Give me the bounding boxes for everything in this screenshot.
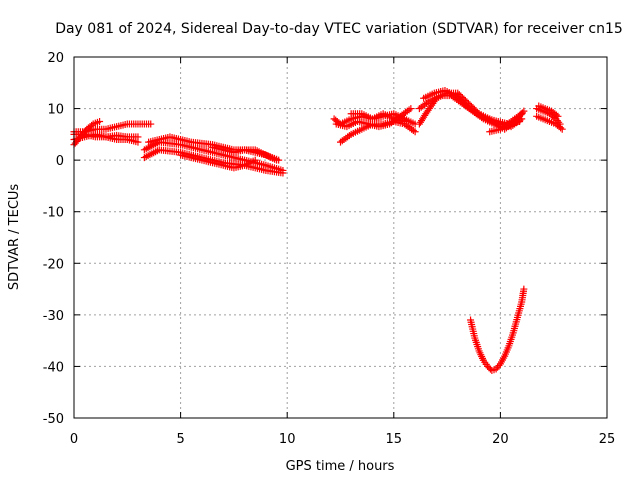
data-point xyxy=(279,169,287,177)
y-tick-label: -40 xyxy=(43,360,64,375)
chart-title: Day 081 of 2024, Sidereal Day-to-day VTE… xyxy=(55,21,623,37)
data-point xyxy=(459,99,467,107)
data-point xyxy=(557,124,565,132)
data-point xyxy=(88,121,96,129)
data-point xyxy=(96,117,104,125)
data-point xyxy=(552,111,560,119)
data-point xyxy=(134,133,142,141)
y-axis-label: SDTVAR / TECUs xyxy=(7,184,22,291)
x-tick-label: 0 xyxy=(70,432,78,447)
data-point xyxy=(456,96,464,104)
series-arc-c4 xyxy=(347,110,419,128)
data-point xyxy=(558,125,566,133)
data-point xyxy=(407,105,415,113)
series-arc-b2 xyxy=(140,146,287,177)
series-arc-b4 xyxy=(177,151,259,172)
data-point xyxy=(275,156,283,164)
series-arc-f1 xyxy=(467,285,528,375)
series-arc-e3 xyxy=(535,102,562,120)
x-tick-label: 20 xyxy=(492,432,509,447)
x-tick-label: 25 xyxy=(599,432,616,447)
ticks-layer xyxy=(73,56,608,419)
data-point xyxy=(251,156,259,164)
y-tick-labels: 20 10 0 -10 -20 -30 -40 -50 xyxy=(43,51,64,427)
data-point xyxy=(495,362,503,370)
x-tick-label: 10 xyxy=(279,432,296,447)
series-arc-a4 xyxy=(70,130,142,141)
x-tick-label: 15 xyxy=(386,432,403,447)
data-point xyxy=(554,112,562,120)
data-point xyxy=(452,92,460,100)
data-point xyxy=(147,120,155,128)
data-point xyxy=(455,95,463,103)
data-point xyxy=(458,98,466,106)
series-arc-b5 xyxy=(209,143,283,164)
y-tick-label: 0 xyxy=(56,154,64,169)
series-arc-d4 xyxy=(486,110,526,136)
y-tick-label: 10 xyxy=(47,103,64,118)
series-arc-e2 xyxy=(533,112,566,133)
data-point xyxy=(411,128,419,136)
x-tick-label: 5 xyxy=(176,432,184,447)
y-tick-label: -50 xyxy=(43,412,64,427)
y-tick-label: 20 xyxy=(47,51,64,66)
plot-frame xyxy=(73,56,608,419)
y-tick-label: -10 xyxy=(43,206,64,221)
y-tick-label: -30 xyxy=(43,309,64,324)
data-point xyxy=(520,285,528,293)
x-axis-label: GPS time / hours xyxy=(286,459,395,474)
y-tick-label: -20 xyxy=(43,257,64,272)
x-tick-labels: 0 5 10 15 20 25 xyxy=(70,432,615,447)
points-layer xyxy=(70,87,566,375)
data-point xyxy=(453,93,461,101)
data-point xyxy=(516,117,524,125)
data-point xyxy=(518,110,526,118)
